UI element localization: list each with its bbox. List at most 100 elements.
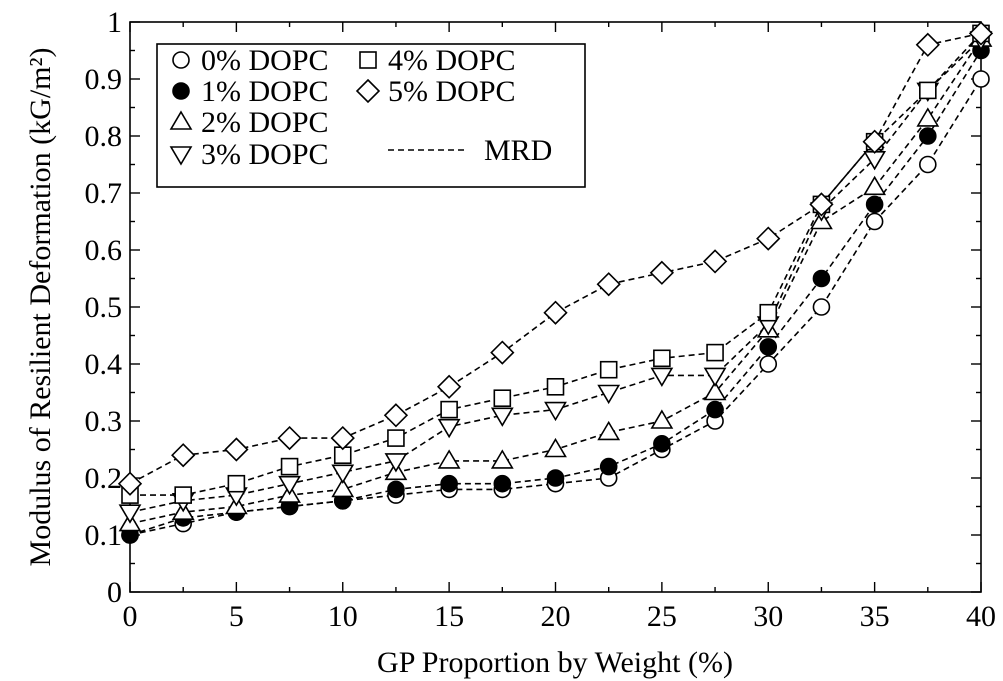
y-tick-label: 0.9 bbox=[85, 63, 123, 96]
data-point-series-5 bbox=[330, 425, 355, 451]
y-axis-title: Modulus of Resilient Deformation (kG/m²) bbox=[24, 48, 57, 567]
y-tick-label: 1 bbox=[107, 6, 122, 39]
y-tick-label: 0.8 bbox=[85, 120, 123, 153]
legend-marker-1 bbox=[172, 82, 190, 100]
x-tick-label: 0 bbox=[123, 600, 138, 633]
data-point-series-4 bbox=[706, 343, 724, 362]
data-point-series-4 bbox=[280, 457, 299, 476]
data-point-series-5 bbox=[756, 226, 781, 251]
legend-label-2: 2% DOPC bbox=[201, 106, 329, 139]
data-point-series-5 bbox=[968, 21, 994, 46]
data-point-series-4 bbox=[493, 389, 512, 408]
legend-label-3: 3% DOPC bbox=[201, 138, 329, 171]
x-tick-label: 40 bbox=[966, 600, 996, 633]
data-point-series-5 bbox=[862, 129, 887, 154]
y-tick-label: 0.6 bbox=[85, 234, 123, 267]
x-tick-label: 15 bbox=[434, 600, 464, 633]
y-tick-label: 0.7 bbox=[85, 177, 123, 210]
legend-marker-0 bbox=[172, 51, 190, 69]
x-tick-label: 25 bbox=[647, 600, 677, 633]
data-point-series-0 bbox=[759, 355, 778, 373]
plot-area: 0 5 10 15 20 25 30 35 40 0 0.1 0.2 0.3 0.4 0.5 0.6 0.7 0.… bbox=[85, 6, 997, 633]
legend-label-1: 1% DOPC bbox=[201, 75, 329, 108]
data-point-series-4 bbox=[440, 400, 458, 419]
data-point-series-5 bbox=[171, 443, 196, 468]
axis-ticks: 0 5 10 15 20 25 30 35 40 0 0.1 0.2 0.3 0.4 0.5 0.6 0.7 0.… bbox=[85, 6, 997, 633]
data-point-series-5 bbox=[277, 425, 302, 451]
data-point-series-2 bbox=[490, 449, 514, 469]
x-tick-label: 30 bbox=[753, 600, 783, 633]
data-point-series-3 bbox=[331, 464, 355, 484]
data-point-series-5 bbox=[490, 340, 515, 365]
data-point-series-1 bbox=[919, 127, 937, 145]
data-point-series-3 bbox=[490, 407, 514, 427]
data-point-series-5 bbox=[436, 374, 462, 399]
legend-label-4: 4% DOPC bbox=[388, 44, 516, 77]
data-point-series-1 bbox=[546, 469, 565, 487]
y-tick-label: 0.5 bbox=[85, 291, 123, 324]
data-point-series-3 bbox=[650, 367, 674, 387]
data-point-series-2 bbox=[437, 449, 461, 469]
data-point-series-3 bbox=[384, 453, 408, 473]
data-point-series-2 bbox=[544, 437, 567, 458]
legend-marker-3 bbox=[169, 146, 193, 166]
data-point-series-1 bbox=[759, 338, 778, 356]
data-point-series-1 bbox=[493, 474, 512, 493]
data-point-series-2 bbox=[863, 175, 887, 196]
legend-marker-2 bbox=[169, 110, 193, 130]
legend-marker-4 bbox=[359, 51, 377, 69]
data-point-series-2 bbox=[597, 420, 621, 441]
data-point-series-2 bbox=[703, 380, 727, 401]
series-line-5 bbox=[129, 32, 982, 485]
x-tick-label: 5 bbox=[229, 600, 244, 633]
y-tick-label: 0.3 bbox=[85, 405, 123, 438]
data-point-series-1 bbox=[653, 434, 671, 453]
data-point-series-5 bbox=[543, 300, 568, 325]
data-point-series-3 bbox=[544, 401, 567, 422]
data-point-series-0 bbox=[919, 155, 937, 174]
y-tick-label: 0.4 bbox=[85, 348, 123, 381]
data-point-series-1 bbox=[387, 480, 405, 499]
data-point-series-1 bbox=[865, 195, 884, 214]
y-tick-label: 0 bbox=[107, 576, 122, 609]
data-point-series-4 bbox=[919, 81, 937, 100]
data-point-series-4 bbox=[759, 303, 778, 322]
data-point-series-3 bbox=[597, 384, 621, 405]
data-point-series-5 bbox=[383, 403, 409, 428]
data-point-series-5 bbox=[117, 471, 143, 496]
x-tick-label: 20 bbox=[541, 600, 571, 633]
legend-label-line: MRD bbox=[484, 134, 552, 167]
data-point-series-4 bbox=[599, 360, 618, 379]
y-tick-label: 0.2 bbox=[85, 462, 123, 495]
x-axis-title: GP Proportion by Weight (%) bbox=[377, 646, 733, 679]
data-point-series-3 bbox=[703, 367, 727, 387]
data-point-series-3 bbox=[278, 475, 301, 496]
data-point-series-2 bbox=[916, 107, 940, 127]
data-point-series-2 bbox=[331, 477, 355, 498]
x-tick-label: 10 bbox=[328, 600, 358, 633]
data-point-series-4 bbox=[227, 474, 246, 493]
x-tick-label: 35 bbox=[860, 600, 890, 633]
data-point-series-5 bbox=[224, 437, 249, 462]
legend-marker-5 bbox=[355, 78, 381, 104]
data-point-series-3 bbox=[437, 418, 461, 439]
data-point-series-1 bbox=[599, 457, 618, 476]
data-point-series-4 bbox=[387, 429, 405, 447]
legend-label-5: 5% DOPC bbox=[388, 75, 516, 108]
data-point-series-5 bbox=[649, 260, 675, 285]
data-point-series-0 bbox=[812, 298, 831, 316]
data-point-series-0 bbox=[865, 212, 884, 231]
data-point-series-5 bbox=[915, 32, 940, 57]
y-tick-label: 0.1 bbox=[85, 519, 123, 552]
data-point-series-0 bbox=[972, 70, 990, 88]
data-point-series-1 bbox=[812, 269, 831, 288]
data-point-series-1 bbox=[706, 400, 724, 419]
data-point-series-4 bbox=[546, 377, 565, 396]
data-point-series-5 bbox=[596, 272, 621, 297]
data-point-series-5 bbox=[809, 192, 834, 217]
data-point-series-4 bbox=[174, 486, 192, 504]
data-point-series-3 bbox=[118, 504, 142, 524]
